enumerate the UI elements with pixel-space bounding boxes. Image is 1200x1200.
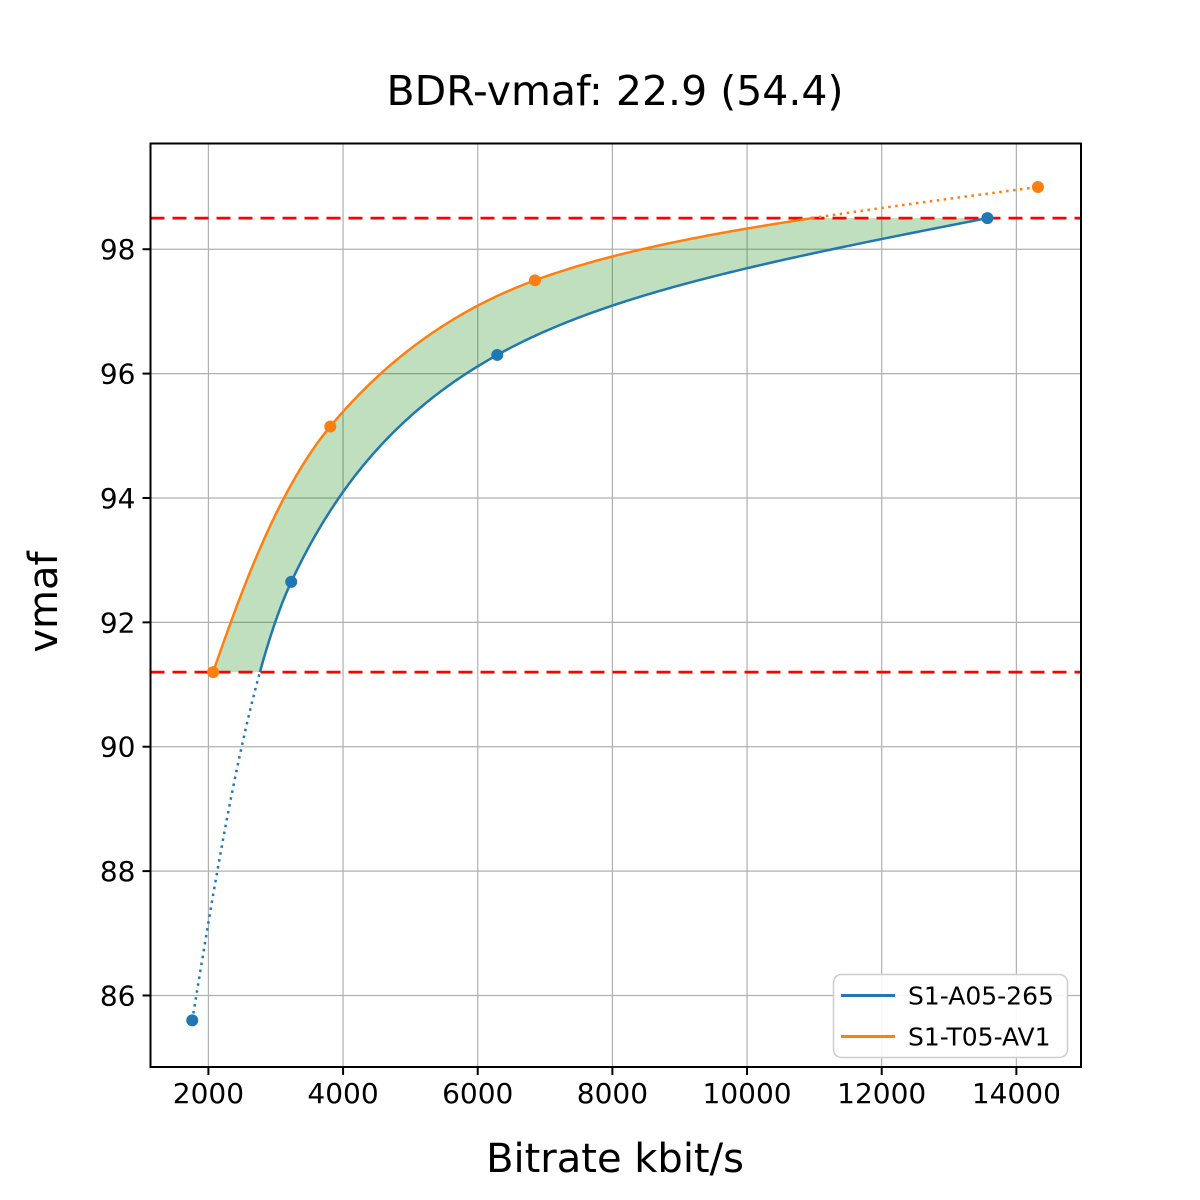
curve-solid-S1-T05-AV1 — [211, 216, 813, 673]
legend: S1-A05-265 S1-T05-AV1 — [832, 973, 1069, 1059]
tick-label-x-12000: 12000 — [837, 1077, 926, 1110]
marker-S1-A05-265-6290 — [491, 348, 504, 361]
tick-label-y-86: 86 — [100, 979, 136, 1012]
tick-label-y-94: 94 — [100, 482, 136, 515]
tick-label-x-14000: 14000 — [972, 1077, 1061, 1110]
tick-label-x-8000: 8000 — [577, 1077, 648, 1110]
legend-label-s1-a05-265: S1-A05-265 — [908, 982, 1054, 1011]
tick-label-x-2000: 2000 — [173, 1077, 244, 1110]
tick-label-y-96: 96 — [100, 358, 136, 391]
tick-label-y-90: 90 — [100, 731, 136, 764]
tick-label-y-92: 92 — [100, 606, 136, 639]
marker-S1-T05-AV1-14320 — [1031, 181, 1044, 194]
series-curves-layer — [191, 185, 1039, 1021]
shaded-region-layer — [213, 218, 988, 673]
legend-label-s1-t05-av1: S1-T05-AV1 — [908, 1023, 1051, 1052]
marker-S1-T05-AV1-2070 — [207, 666, 220, 679]
marker-S1-A05-265-1760 — [186, 1014, 199, 1027]
x-axis-label: Bitrate kbit/s — [486, 1136, 744, 1182]
y-axis-label: vmaf — [21, 550, 67, 652]
grid-layer — [150, 143, 1081, 1067]
curve-dotted-low-S1-A05-265 — [191, 671, 262, 1021]
plot-border — [149, 142, 1082, 1068]
marker-S1-T05-AV1-6850 — [528, 274, 541, 287]
tick-label-x-10000: 10000 — [703, 1077, 792, 1110]
axis-ticks-layer: 2000 4000 6000 8000 10000 12000 14000 86 88 90 92 9… — [100, 233, 1061, 1110]
shaded-region — [213, 218, 988, 673]
reference-lines-layer — [150, 216, 1081, 674]
marker-S1-A05-265-13570 — [981, 212, 994, 225]
marker-S1-A05-265-3230 — [285, 575, 298, 588]
tick-label-x-4000: 4000 — [307, 1077, 378, 1110]
tick-label-y-88: 88 — [100, 855, 136, 888]
marker-S1-T05-AV1-3810 — [324, 420, 337, 433]
curve-solid-S1-A05-265 — [258, 216, 988, 673]
curve-dotted-high-S1-T05-AV1 — [811, 185, 1039, 220]
series-markers-layer — [186, 181, 1044, 1027]
tick-label-y-98: 98 — [100, 233, 136, 266]
tick-label-x-6000: 6000 — [442, 1077, 513, 1110]
chart-title: BDR-vmaf: 22.9 (54.4) — [387, 67, 844, 115]
